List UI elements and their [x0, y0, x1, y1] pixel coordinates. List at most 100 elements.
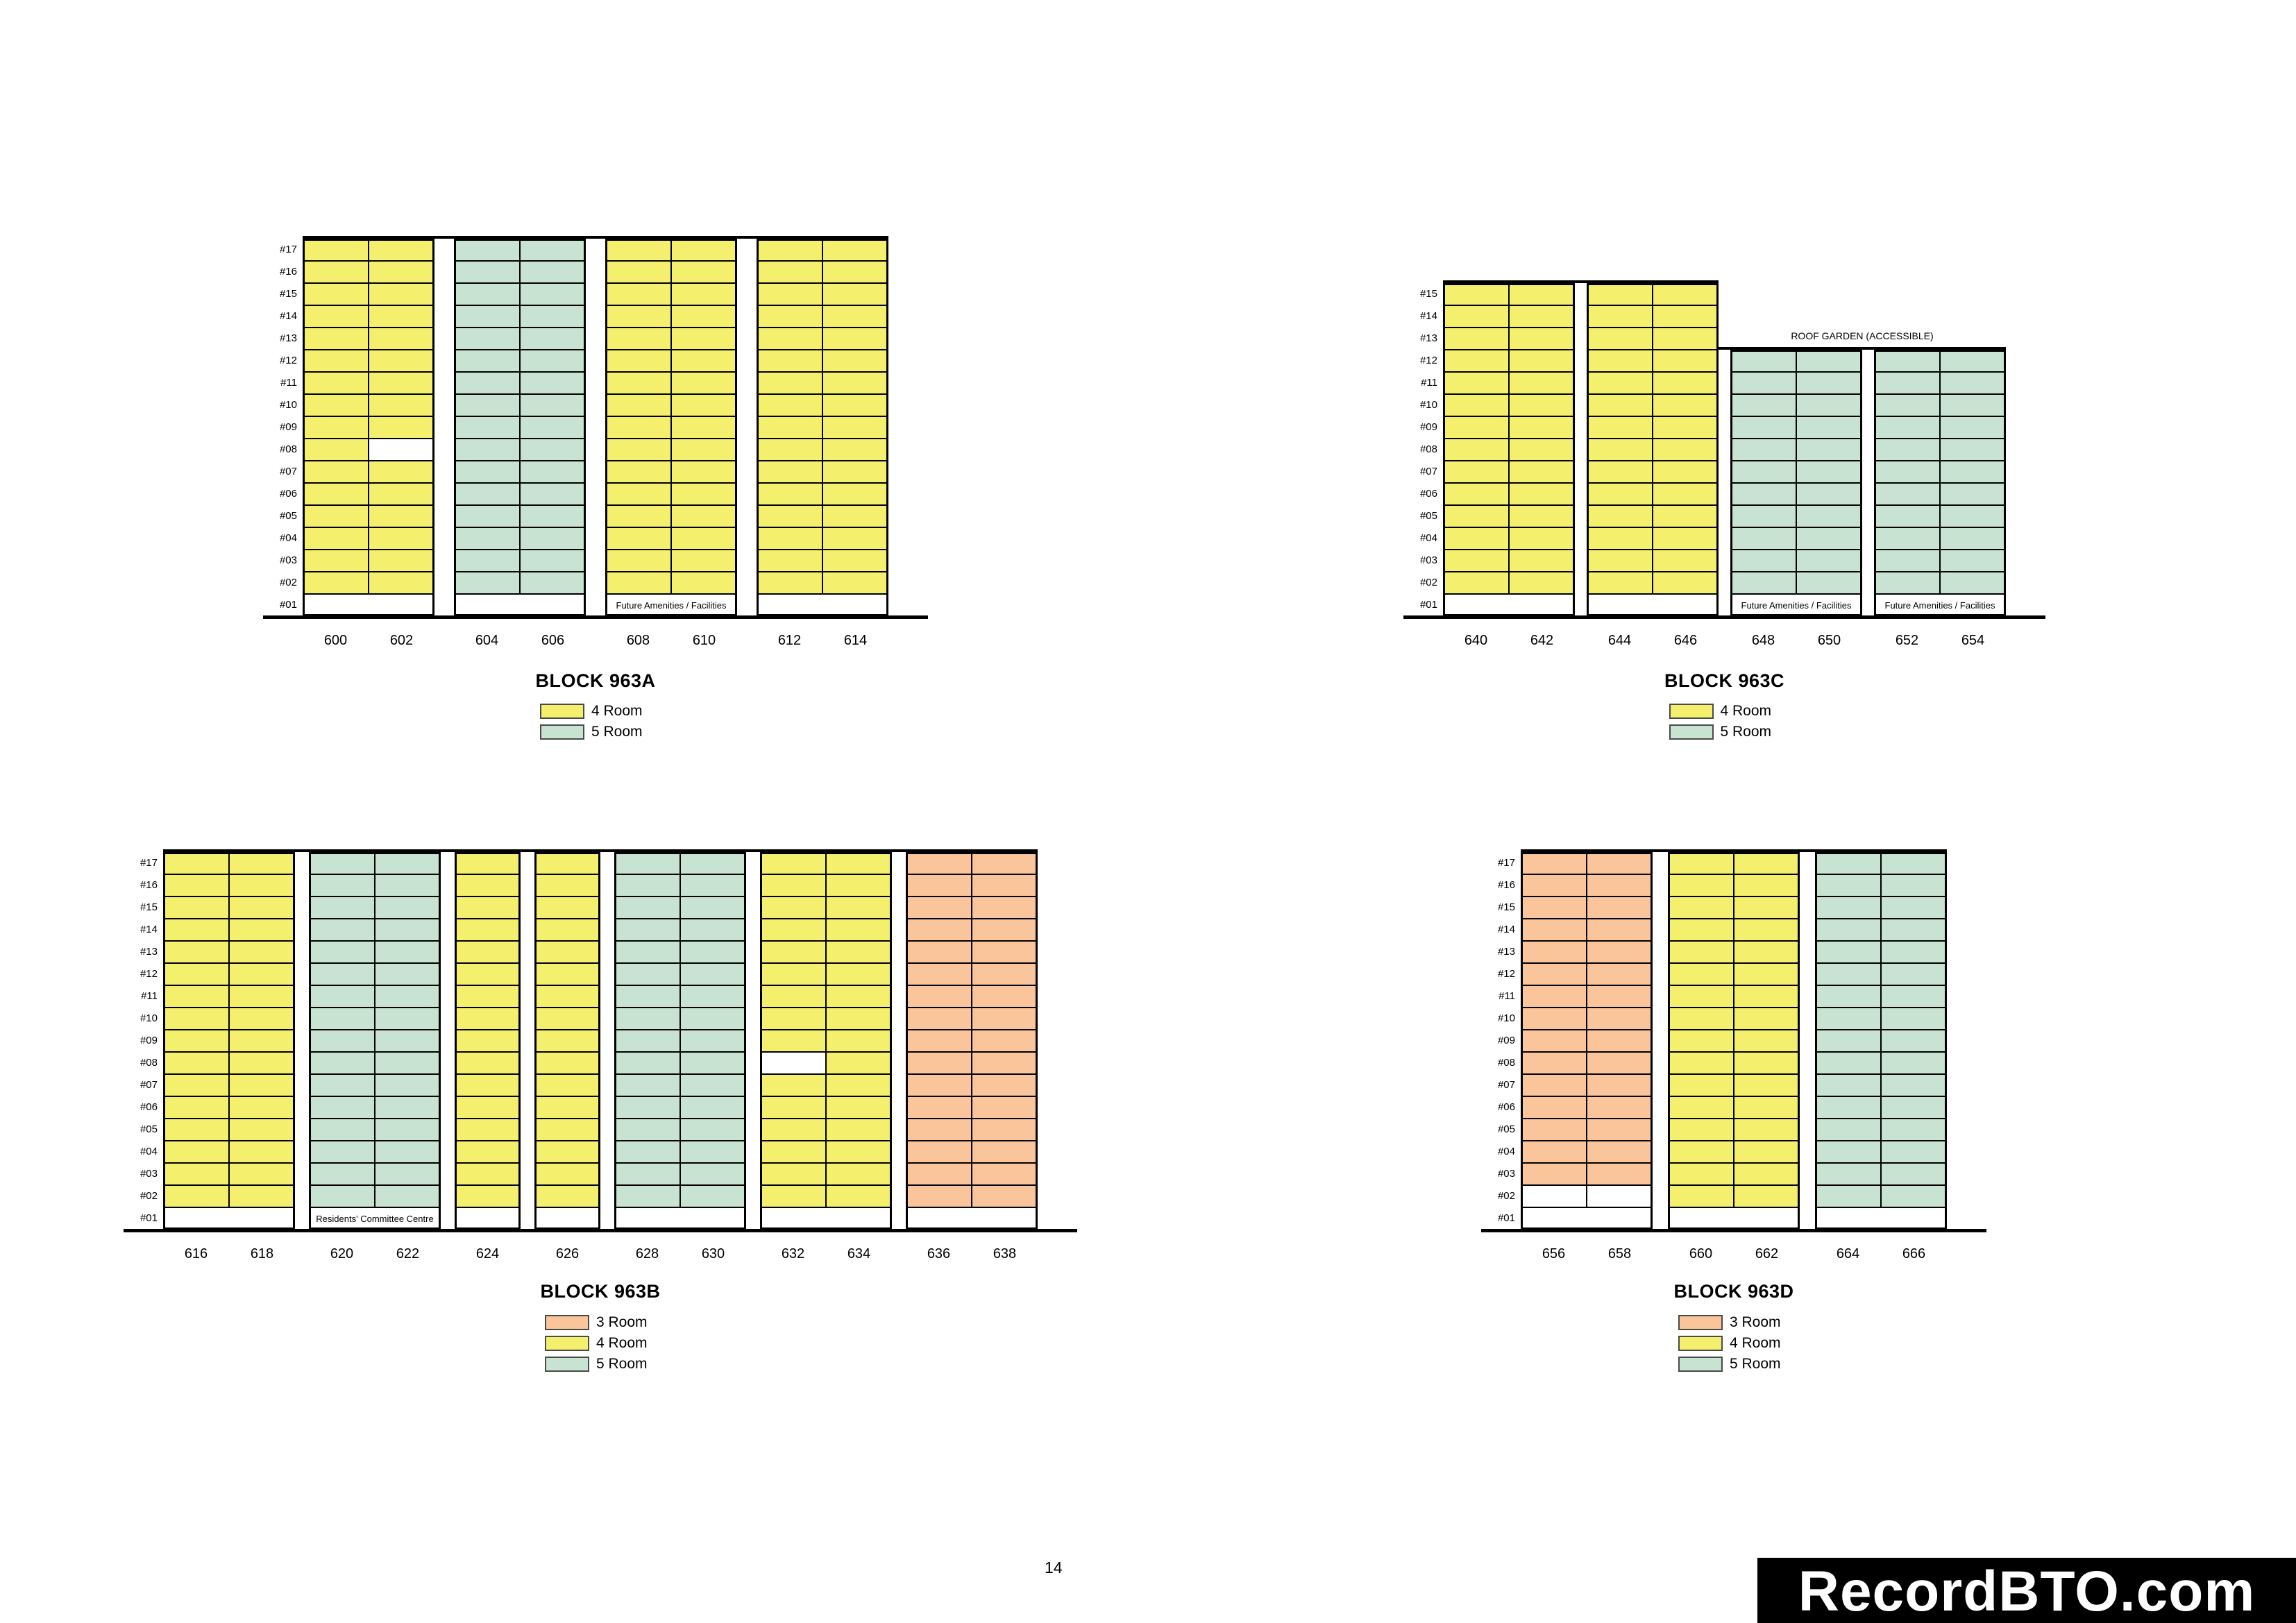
- unit-cell-632-05: [760, 1119, 826, 1141]
- unit-cell-638-02: [972, 1185, 1038, 1207]
- unit-cell-622-05: [375, 1119, 441, 1141]
- legend-label-room4: 4 Room: [591, 703, 643, 719]
- unit-cell-646-10: [1653, 394, 1719, 416]
- floor-label: #09: [1419, 421, 1437, 433]
- unit-cell-600-12: [303, 350, 369, 372]
- unit-cell-620-11: [309, 985, 375, 1008]
- unit-cell-622-12: [375, 963, 441, 985]
- unit-cell-628-08: [614, 1052, 680, 1074]
- ground-floor-label: Future Amenities / Facilities: [1875, 595, 2004, 615]
- unit-cell-660-02: [1668, 1185, 1734, 1207]
- void-deck: [757, 594, 888, 616]
- unit-cell-602-16: [369, 261, 434, 283]
- floor-label: #11: [1421, 377, 1437, 389]
- unit-cell-622-06: [375, 1096, 441, 1119]
- unit-cell-610-05: [671, 505, 737, 527]
- unit-number-label: 648: [1751, 633, 1775, 648]
- unit-cell-632-04: [760, 1141, 826, 1163]
- ground-line: [263, 615, 928, 619]
- unit-number-label: 666: [1902, 1246, 1926, 1261]
- unit-cell-610-07: [671, 461, 737, 483]
- unit-cell-650-02: [1796, 572, 1862, 594]
- unit-cell-640-07: [1443, 461, 1509, 483]
- legend-swatch-room5: [540, 724, 584, 740]
- unit-cell-636-09: [906, 1030, 972, 1052]
- unit-number-label: 616: [184, 1246, 208, 1261]
- unit-cell-646-04: [1653, 527, 1719, 550]
- unit-cell-628-13: [614, 941, 680, 963]
- unit-cell-640-12: [1443, 350, 1509, 372]
- unit-cell-610-11: [671, 372, 737, 394]
- unit-cell-626-11: [534, 985, 600, 1008]
- unit-cell-656-15: [1521, 897, 1587, 919]
- unit-cell-638-03: [972, 1163, 1038, 1185]
- floor-label: #06: [279, 488, 297, 500]
- unit-cell-612-16: [757, 261, 822, 283]
- block-legend: 3 Room 4 Room 5 Room: [545, 1312, 648, 1375]
- unit-cell-608-04: [605, 527, 671, 550]
- floor-label: #05: [1419, 510, 1437, 522]
- unit-cell-616-13: [163, 941, 229, 963]
- unit-cell-606-17: [520, 239, 586, 261]
- unit-cell-662-12: [1734, 963, 1800, 985]
- unit-cell-640-03: [1443, 550, 1509, 572]
- unit-cell-628-06: [614, 1096, 680, 1119]
- unit-cell-658-17: [1587, 852, 1653, 874]
- floor-label: #08: [279, 443, 297, 455]
- unit-cell-660-03: [1668, 1163, 1734, 1185]
- unit-cell-666-03: [1881, 1163, 1947, 1185]
- floor-label: #10: [1419, 399, 1437, 411]
- floor-label: #06: [1497, 1101, 1515, 1113]
- floor-label: #05: [279, 510, 297, 522]
- floor-label: #04: [140, 1146, 158, 1157]
- unit-cell-634-03: [826, 1163, 892, 1185]
- unit-cell-664-16: [1815, 874, 1881, 897]
- unit-cell-600-17: [303, 239, 369, 261]
- unit-cell-616-05: [163, 1119, 229, 1141]
- unit-cell-664-15: [1815, 897, 1881, 919]
- unit-cell-648-10: [1730, 394, 1796, 416]
- unit-cell-658-05: [1587, 1119, 1653, 1141]
- unit-cell-624-03: [455, 1163, 521, 1185]
- unit-cell-628-05: [614, 1119, 680, 1141]
- unit-cell-604-02: [454, 572, 520, 594]
- unit-cell-644-02: [1587, 572, 1653, 594]
- unit-cell-638-12: [972, 963, 1038, 985]
- unit-cell-658-14: [1587, 919, 1653, 941]
- unit-cell-622-02: [375, 1185, 441, 1207]
- unit-cell-644-06: [1587, 483, 1653, 505]
- unit-cell-644-04: [1587, 527, 1653, 550]
- unit-number-label: 602: [389, 633, 414, 648]
- block-title: BLOCK 963A: [535, 670, 656, 691]
- floor-label: #07: [1497, 1079, 1515, 1091]
- unit-cell-626-17: [534, 852, 600, 874]
- unit-cell-608-02: [605, 572, 671, 594]
- unit-cell-646-15: [1653, 283, 1719, 305]
- unit-cell-618-06: [229, 1096, 295, 1119]
- unit-cell-656-04: [1521, 1141, 1587, 1163]
- legend-label-room4: 4 Room: [596, 1335, 648, 1351]
- unit-cell-600-02: [303, 572, 369, 594]
- unit-cell-604-07: [454, 461, 520, 483]
- unit-cell-664-17: [1815, 852, 1881, 874]
- unit-cell-624-02: [455, 1185, 521, 1207]
- unit-cell-634-08: [826, 1052, 892, 1074]
- unit-cell-614-02: [822, 572, 888, 594]
- unit-number-label: 604: [475, 633, 499, 648]
- unit-cell-664-11: [1815, 985, 1881, 1008]
- unit-cell-616-14: [163, 919, 229, 941]
- unit-cell-664-08: [1815, 1052, 1881, 1074]
- unit-cell-602-10: [369, 394, 434, 416]
- unit-cell-612-06: [757, 483, 822, 505]
- legend-item-room5: 5 Room: [1678, 1354, 1781, 1375]
- floor-label: #15: [140, 901, 158, 913]
- unit-cell-666-16: [1881, 874, 1947, 897]
- unit-cell-640-02: [1443, 572, 1509, 594]
- floor-label: #12: [279, 355, 297, 366]
- unit-cell-618-12: [229, 963, 295, 985]
- unit-cell-666-08: [1881, 1052, 1947, 1074]
- unit-cell-666-05: [1881, 1119, 1947, 1141]
- unit-cell-628-16: [614, 874, 680, 897]
- floor-label: #03: [279, 554, 297, 566]
